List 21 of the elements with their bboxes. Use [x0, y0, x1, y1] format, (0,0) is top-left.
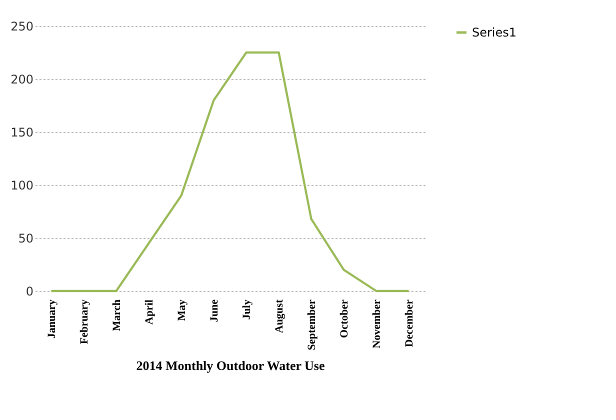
x-axis-title: 2014 Monthly Outdoor Water Use — [136, 358, 325, 374]
y-tick-label: 0 — [26, 284, 34, 298]
y-tick-label: 150 — [10, 126, 34, 140]
x-tick-label: September — [306, 299, 318, 350]
x-tick-label: April — [143, 300, 156, 325]
y-tick-label: 100 — [10, 178, 34, 192]
x-tick-label: January — [46, 299, 58, 339]
y-tick-label: 50 — [18, 232, 34, 246]
x-tick-label: June — [208, 299, 220, 322]
y-tick-label: 250 — [10, 20, 34, 34]
x-tick-label: October — [338, 299, 350, 338]
x-tick-label: November — [370, 299, 383, 348]
legend-label: Series1 — [472, 26, 517, 40]
y-tick-label: 200 — [10, 72, 34, 86]
x-tick-label: May — [176, 299, 188, 321]
x-tick-label: July — [240, 299, 253, 320]
x-tick-label: December — [403, 299, 416, 348]
line-series — [50, 51, 410, 292]
x-tick-label: August — [273, 299, 286, 334]
x-tick-label: March — [110, 300, 123, 332]
x-tick-label: February — [78, 299, 90, 344]
